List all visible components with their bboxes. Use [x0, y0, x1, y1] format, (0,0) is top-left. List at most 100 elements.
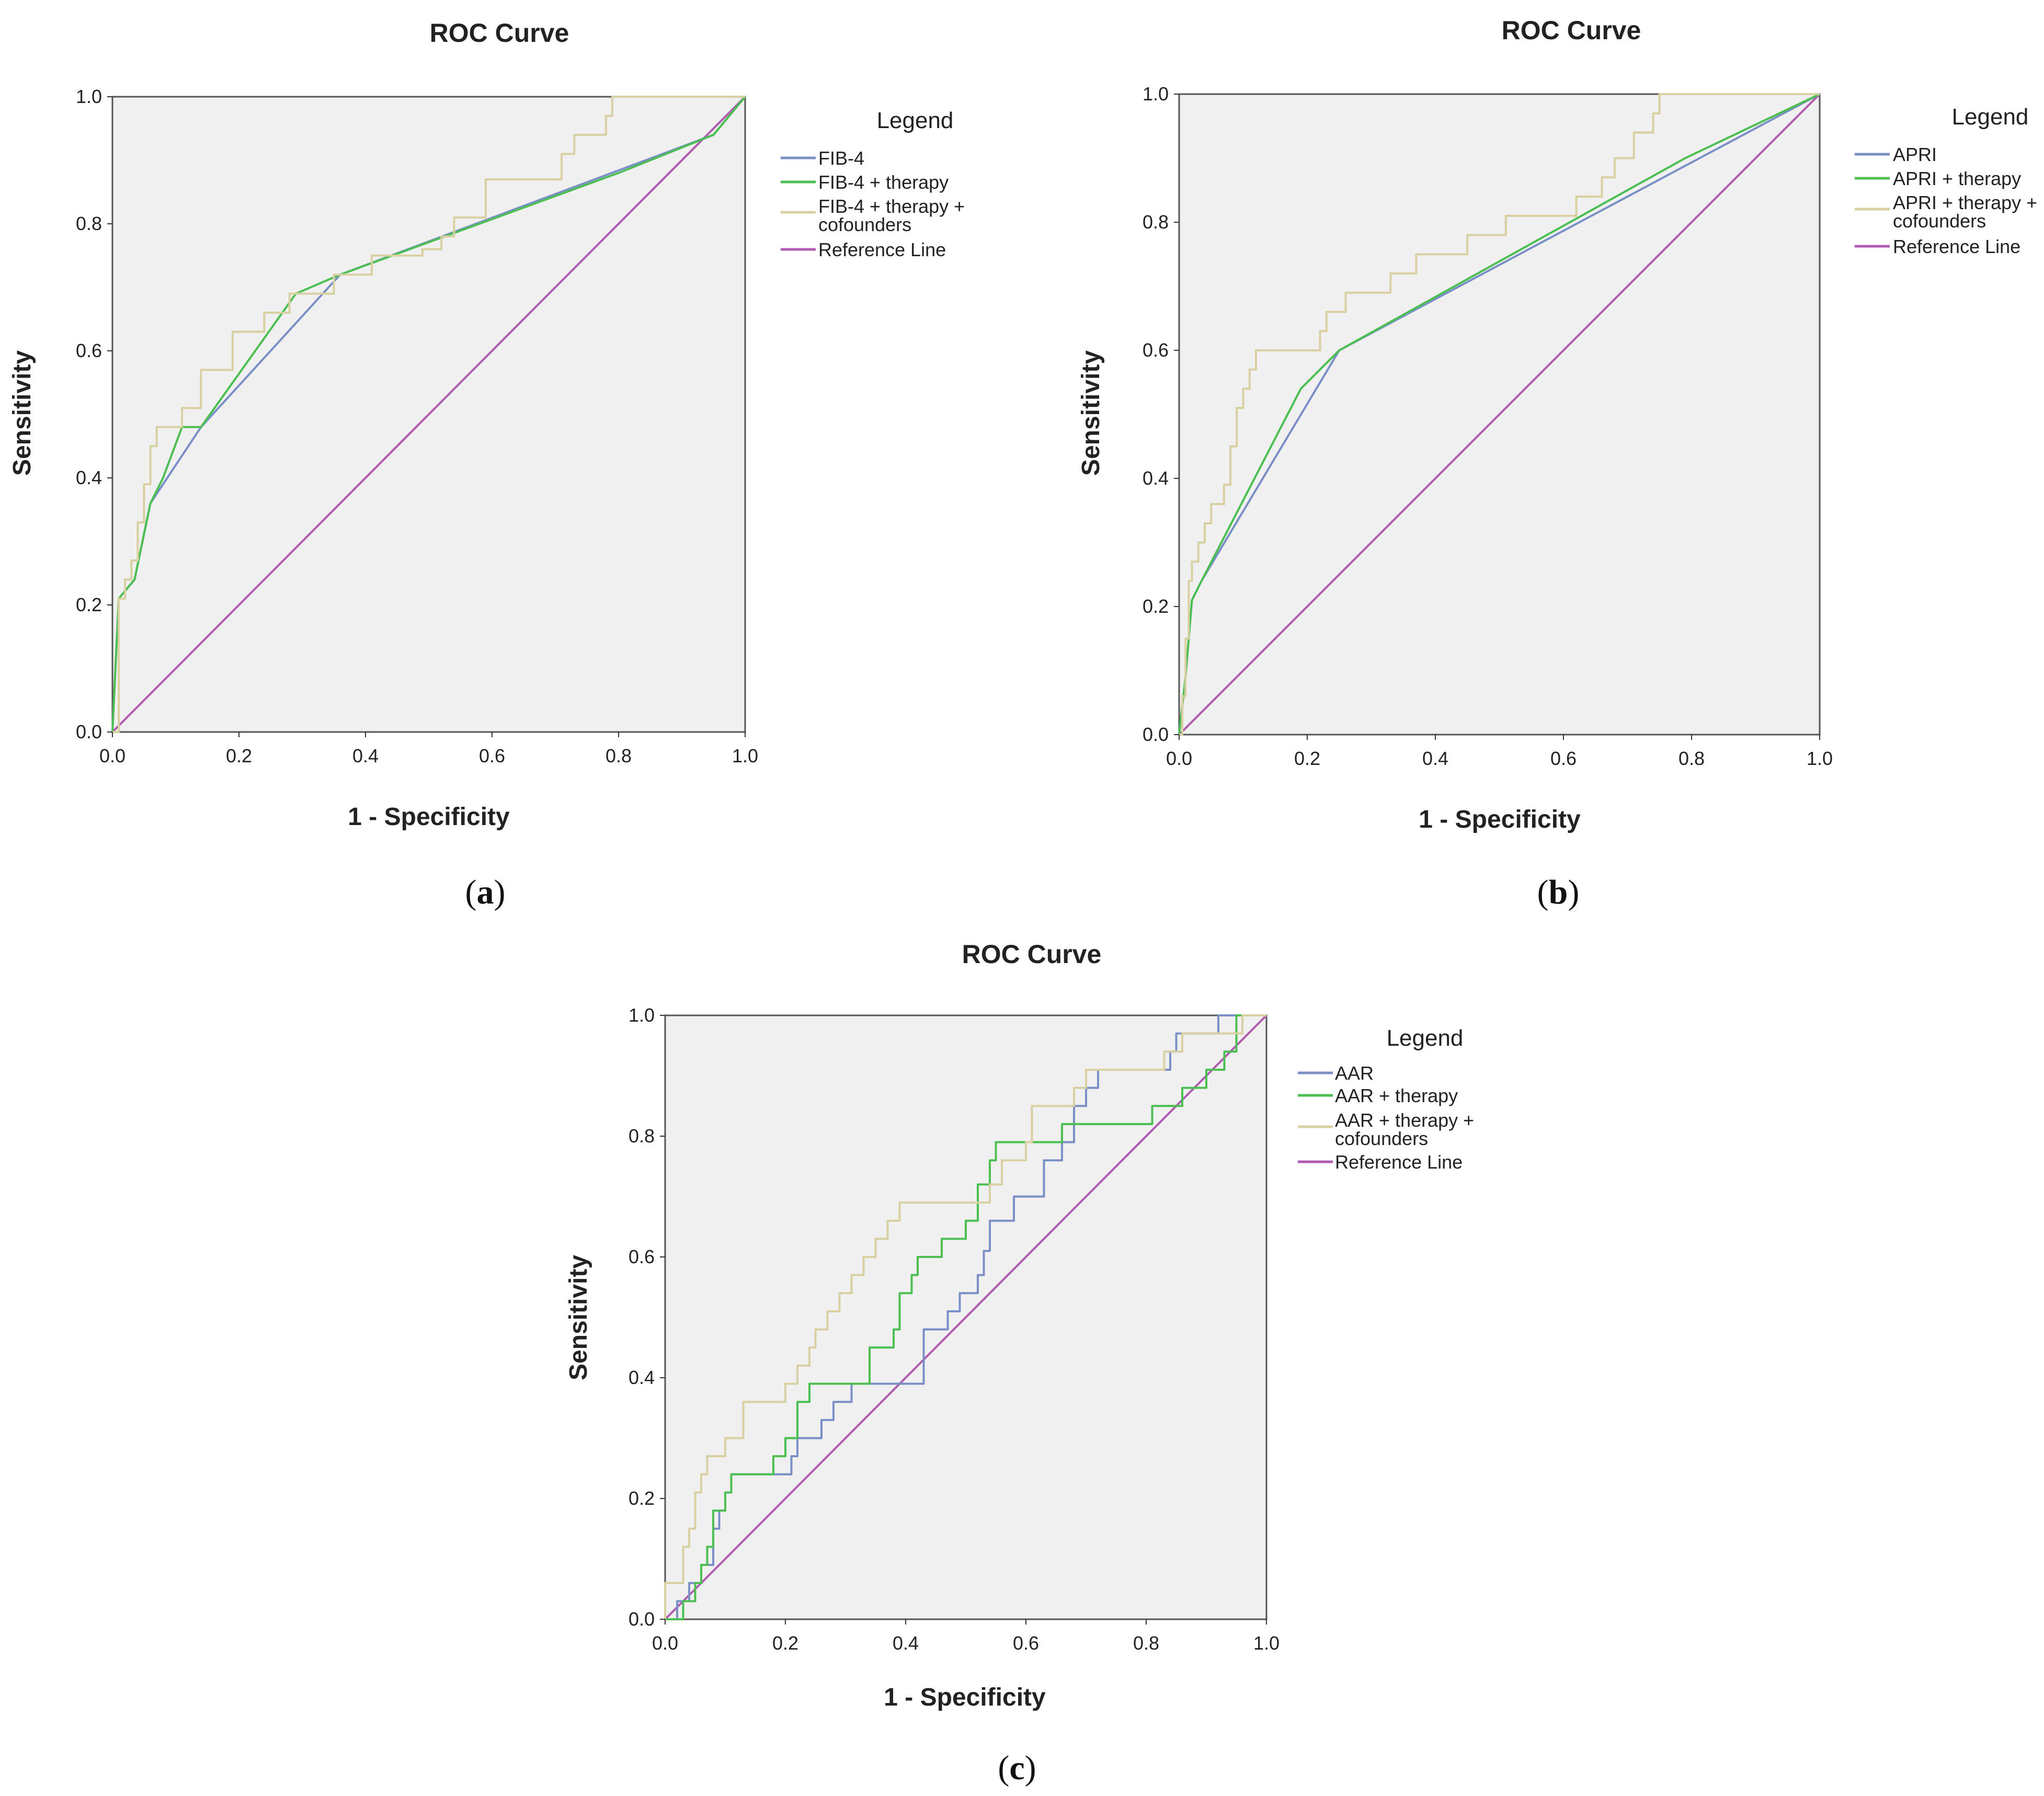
panel-b-legend: Legend APRI APRI + therapy APRI + therap…	[1855, 104, 2037, 257]
panel-a-x-axis-label: 1 - Specificity	[348, 803, 510, 831]
panel-a-legend-label-fib4: FIB-4	[818, 147, 864, 169]
panel-a-legend-label-reference: Reference Line	[818, 239, 946, 260]
panel-a-axes: 0.0 0.2 0.4 0.6 0.8 1.0 0.0 0.2 0.4 0.6 0.8 1.0	[76, 86, 758, 767]
panel-a-series-fib-4-therapy-cofounders	[112, 96, 745, 733]
panel-a-caption: (a)	[465, 873, 506, 911]
panel-a-reference-line-group	[111, 96, 746, 733]
panel-c-caption-open: (	[998, 1749, 1009, 1787]
panel-b-x-tick-label: 1.0	[1807, 748, 1833, 769]
panel-a-y-tick-label: 0.2	[76, 594, 102, 615]
panel-b-legend-label-reference: Reference Line	[1893, 236, 2020, 257]
panel-a-y-tick-label: 1.0	[76, 86, 102, 107]
panel-a: ROC Curve 0.0 0.2 0.4 0.6 0.8 1.0 0.0 0.2 0.4 0.6…	[8, 18, 965, 911]
panel-a-x-tick-label: 0.8	[606, 745, 632, 767]
panel-c-legend-label-aar: AAR	[1335, 1062, 1374, 1084]
panel-c-x-tick-label: 0.8	[1133, 1632, 1159, 1654]
panel-c-y-tick-label: 0.2	[629, 1488, 655, 1509]
panel-b-y-tick-label: 0.6	[1143, 339, 1169, 361]
panel-c-series-group	[664, 1014, 1266, 1620]
panel-c-x-tick-label: 0.2	[772, 1632, 798, 1654]
panel-c-legend-label-aar-cofounders-line1: AAR + therapy +	[1335, 1109, 1474, 1131]
panel-c-x-tick-label: 0.6	[1013, 1632, 1039, 1654]
panel-b-x-axis-label: 1 - Specificity	[1419, 806, 1581, 833]
panel-b-series-group	[1178, 93, 1820, 736]
panel-c-y-tick-label: 0.4	[629, 1367, 655, 1388]
panel-a-series-group	[111, 96, 746, 733]
panel-a-x-tick-label: 1.0	[732, 745, 758, 767]
panel-b-series-apri-therapy-cofounders	[1179, 93, 1820, 736]
panel-c-axes: 0.0 0.2 0.4 0.6 0.8 1.0 0.0 0.2 0.4 0.6 0.8 1.0	[629, 1004, 1280, 1654]
panel-c-legend-label-aar-therapy: AAR + therapy	[1335, 1085, 1458, 1106]
panel-a-series-reference-line	[111, 96, 746, 733]
panel-c-y-tick-label: 0.8	[629, 1125, 655, 1147]
panel-b-caption: (b)	[1537, 873, 1580, 911]
panel-a-y-tick-label: 0.8	[76, 213, 102, 234]
panel-b-title: ROC Curve	[1502, 16, 1641, 45]
panel-a-y-tick-label: 0.0	[76, 721, 102, 742]
panel-a-y-axis-label: Sensitivity	[8, 350, 36, 476]
panel-a-x-tick-label: 0.0	[99, 745, 125, 767]
panel-c-title: ROC Curve	[962, 940, 1102, 969]
panel-c: ROC Curve 0.0 0.2 0.4 0.6 0.8 1.0 0.0 0.2 0.4 0.6…	[565, 940, 1474, 1787]
panel-b-y-tick-label: 0.0	[1143, 724, 1169, 745]
panel-c-y-axis-label: Sensitivity	[565, 1255, 592, 1380]
panel-b-x-tick-label: 0.2	[1294, 748, 1320, 769]
panel-b-x-tick-label: 0.6	[1550, 748, 1577, 769]
panel-b-legend-label-apri-therapy: APRI + therapy	[1893, 168, 2021, 189]
panel-b-caption-open: (	[1537, 873, 1549, 911]
panel-b-legend-title: Legend	[1952, 104, 2029, 130]
panel-c-reference-line-group	[664, 1014, 1267, 1620]
panel-a-legend-label-fib4-therapy: FIB-4 + therapy	[818, 171, 949, 193]
panel-c-legend-title: Legend	[1387, 1025, 1464, 1051]
panel-c-x-axis-label: 1 - Specificity	[884, 1684, 1046, 1711]
panel-c-legend-label-aar-cofounders-line2: cofounders	[1335, 1128, 1428, 1149]
panel-a-title: ROC Curve	[430, 18, 569, 48]
panel-b-y-tick-label: 0.2	[1143, 596, 1169, 617]
panel-b-reference-line-group	[1178, 93, 1821, 736]
panel-a-x-tick-label: 0.6	[479, 745, 505, 767]
panel-a-legend-label-fib4-cofounders-line2: cofounders	[818, 214, 911, 235]
panel-b-x-tick-label: 0.4	[1422, 748, 1448, 769]
panel-c-y-tick-label: 0.6	[629, 1246, 655, 1267]
panel-a-legend-title: Legend	[877, 108, 954, 133]
panel-a-caption-close: )	[494, 873, 506, 911]
panel-b-caption-letter: b	[1549, 873, 1568, 911]
panel-b-series-apri-therapy	[1178, 93, 1820, 735]
panel-c-caption-letter: c	[1009, 1749, 1024, 1787]
panel-b-legend-label-apri-cofounders-line2: cofounders	[1893, 210, 1986, 232]
panel-b-y-tick-label: 1.0	[1143, 83, 1169, 105]
panel-b-y-axis-label: Sensitivity	[1077, 350, 1105, 476]
panel-a-series-fib-4-therapy	[111, 96, 746, 733]
panel-a-y-tick-label: 0.6	[76, 340, 102, 361]
panel-c-legend-label-reference: Reference Line	[1335, 1151, 1463, 1173]
panel-a-x-tick-label: 0.2	[226, 745, 252, 767]
panel-c-legend: Legend AAR AAR + therapy AAR + therapy +…	[1298, 1025, 1474, 1173]
panel-a-caption-open: (	[465, 873, 477, 911]
panel-c-caption-close: )	[1025, 1749, 1036, 1787]
panel-c-series-aar-therapy	[665, 1014, 1266, 1620]
panel-b-y-tick-label: 0.4	[1143, 467, 1169, 489]
panel-b-x-tick-label: 0.0	[1166, 748, 1192, 769]
panel-c-x-tick-label: 1.0	[1253, 1632, 1280, 1654]
panel-c-x-tick-label: 0.4	[893, 1632, 919, 1654]
panel-b: ROC Curve 0.0 0.2 0.4 0.6 0.8 1.0 0.0 0.2 0.4 0.6…	[1077, 16, 2037, 911]
panel-c-x-tick-label: 0.0	[652, 1632, 678, 1654]
panel-b-legend-label-apri-cofounders-line1: APRI + therapy +	[1893, 192, 2037, 213]
panel-a-x-tick-label: 0.4	[352, 745, 379, 767]
panel-b-y-tick-label: 0.8	[1143, 211, 1169, 233]
panel-a-legend-label-fib4-cofounders-line1: FIB-4 + therapy +	[818, 196, 965, 217]
panel-a-legend: Legend FIB-4 FIB-4 + therapy FIB-4 + the…	[781, 108, 965, 260]
panel-b-series-reference-line	[1178, 93, 1821, 736]
panel-b-axes: 0.0 0.2 0.4 0.6 0.8 1.0 0.0 0.2 0.4 0.6 0.8 1.0	[1143, 83, 1833, 769]
panel-c-y-tick-label: 0.0	[629, 1608, 655, 1630]
panel-c-y-tick-label: 1.0	[629, 1004, 655, 1026]
panel-c-series-reference-line	[664, 1014, 1267, 1620]
panel-c-caption: (c)	[998, 1749, 1036, 1787]
panel-b-legend-label-apri: APRI	[1893, 144, 1937, 165]
panel-b-caption-close: )	[1568, 873, 1579, 911]
panel-a-y-tick-label: 0.4	[76, 467, 102, 488]
panel-b-x-tick-label: 0.8	[1678, 748, 1705, 769]
panel-c-series-aar-therapy-cofounders	[664, 1014, 1266, 1619]
panel-a-caption-letter: a	[477, 873, 494, 911]
